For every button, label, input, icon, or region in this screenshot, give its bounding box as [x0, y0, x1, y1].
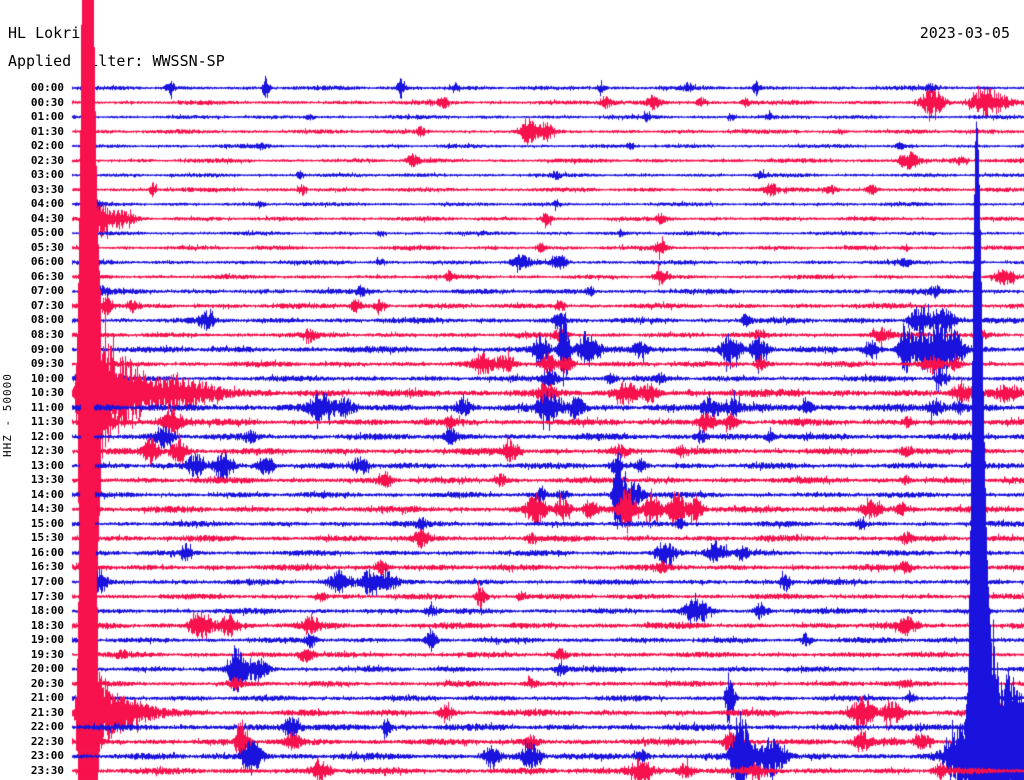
helicorder-view: HL Lokri 2023-03-05 Applied filter: WWSS… [0, 0, 1024, 780]
seismogram-canvas [0, 0, 1024, 780]
